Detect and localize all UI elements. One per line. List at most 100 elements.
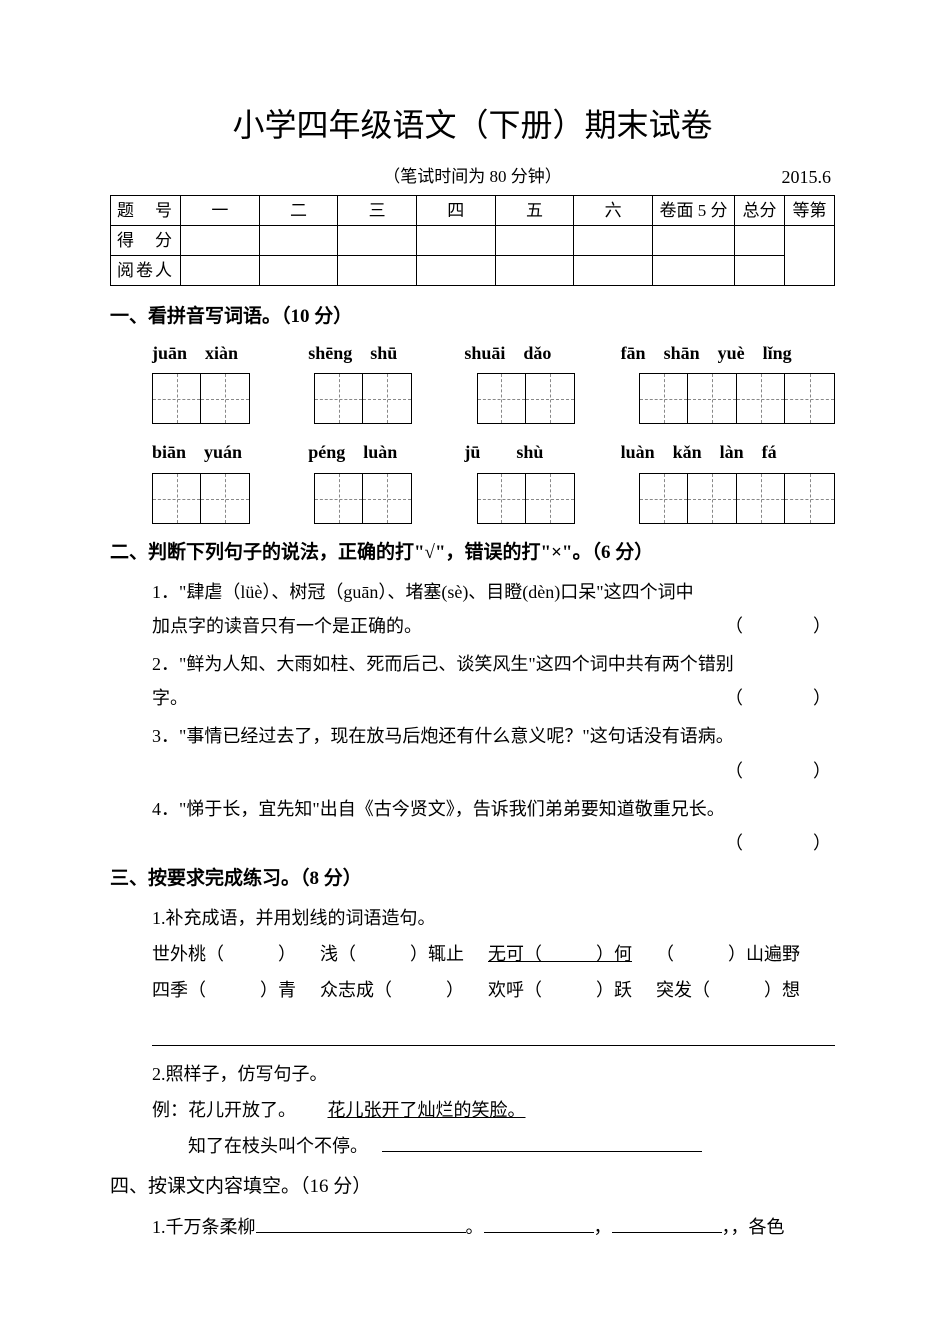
grader-label: 阅卷人 bbox=[111, 256, 181, 286]
idiom-blank[interactable]: 四季（ ）青 bbox=[152, 972, 296, 1008]
th-bonus: 卷面 5 分 bbox=[653, 196, 735, 226]
answer-blank[interactable]: （ ） bbox=[725, 826, 835, 860]
th-total: 总分 bbox=[735, 196, 785, 226]
q-text: 加点字的读音只有一个是正确的。 bbox=[152, 616, 422, 636]
q-text: 1．"肆虐（lüè）、树冠（guān）、堵塞(sè)、目瞪(dèn)口呆"这四个… bbox=[152, 582, 694, 602]
sub-3-2-example: 例：花儿开放了。 花儿张开了灿烂的笑脸。 bbox=[152, 1092, 835, 1128]
sub-3-1-title: 1.补充成语，并用划线的词语造句。 bbox=[152, 900, 835, 936]
idiom-blank[interactable]: 突发（ ）想 bbox=[656, 972, 800, 1008]
idiom-blank[interactable]: （ ）山遍野 bbox=[656, 936, 800, 972]
answer-blank[interactable]: （ ） bbox=[725, 681, 835, 715]
idiom-blank[interactable]: 欢呼（ ）跃 bbox=[488, 972, 632, 1008]
exam-date: 2015.6 bbox=[782, 163, 832, 192]
q-text: 1.千万条柔柳 bbox=[152, 1217, 256, 1237]
idiom-blank[interactable]: 世外桃（ ） bbox=[152, 936, 296, 972]
score-cell[interactable] bbox=[259, 226, 338, 256]
grader-cell[interactable] bbox=[259, 256, 338, 286]
answer-blank-line[interactable] bbox=[484, 1232, 594, 1233]
score-cell[interactable] bbox=[338, 226, 417, 256]
question-2-1: 1．"肆虐（lüè）、树冠（guān）、堵塞(sè)、目瞪(dèn)口呆"这四个… bbox=[152, 575, 835, 643]
sub-3-2-question: 知了在枝头叫个不停。 bbox=[152, 1128, 835, 1164]
q-text: 字。 bbox=[152, 688, 188, 708]
grader-cell[interactable] bbox=[735, 256, 785, 286]
char-box-group[interactable] bbox=[477, 373, 575, 424]
grader-cell[interactable] bbox=[338, 256, 417, 286]
score-cell[interactable] bbox=[735, 226, 785, 256]
question-2-3: 3．"事情已经过去了，现在放马后炮还有什么意义呢？"这句话没有语病。 （ ） bbox=[152, 719, 835, 787]
char-box-group[interactable] bbox=[477, 473, 575, 524]
grader-cell[interactable] bbox=[181, 256, 260, 286]
exam-duration: （笔试时间为 80 分钟） bbox=[383, 163, 562, 190]
char-box-group[interactable] bbox=[314, 473, 412, 524]
char-box-group[interactable] bbox=[152, 373, 250, 424]
answer-blank-line[interactable] bbox=[256, 1232, 466, 1233]
idiom-blank[interactable]: 浅（ ）辄止 bbox=[320, 936, 464, 972]
q-text: ，各色 bbox=[731, 1217, 785, 1237]
th-grade: 等第 bbox=[785, 196, 835, 226]
page-title: 小学四年级语文（下册）期末试卷 bbox=[110, 100, 835, 151]
th-label: 题 号 bbox=[111, 196, 181, 226]
table-grader-row: 阅卷人 bbox=[111, 256, 835, 286]
idiom-blank[interactable]: 众志成（ ） bbox=[320, 972, 464, 1008]
char-box-group[interactable] bbox=[639, 473, 835, 524]
example-label: 例：花儿开放了。 bbox=[152, 1100, 287, 1120]
answer-blank-line[interactable] bbox=[382, 1151, 702, 1152]
section-3-header: 三、按要求完成练习。（8 分） bbox=[110, 864, 835, 894]
grader-cell[interactable] bbox=[416, 256, 495, 286]
th-3: 三 bbox=[338, 196, 417, 226]
answer-blank[interactable]: （ ） bbox=[725, 754, 835, 788]
pinyin-label: luàn kǎn làn fá bbox=[621, 438, 835, 467]
pinyin-label: shēng shū bbox=[308, 339, 454, 368]
score-cell[interactable] bbox=[495, 226, 574, 256]
th-6: 六 bbox=[574, 196, 653, 226]
answer-blank[interactable]: （ ） bbox=[725, 609, 835, 643]
pinyin-label: biān yuán bbox=[152, 438, 298, 467]
th-5: 五 bbox=[495, 196, 574, 226]
th-2: 二 bbox=[259, 196, 338, 226]
section-4-header: 四、按课文内容填空。（16 分） bbox=[110, 1172, 835, 1202]
question-4-1: 1.千万条柔柳。，，，各色 bbox=[152, 1209, 835, 1245]
q-text: 4．"悌于长，宜先知"出自《古今贤文》，告诉我们弟弟要知道敬重兄长。 bbox=[152, 799, 725, 819]
th-4: 四 bbox=[416, 196, 495, 226]
char-box-group[interactable] bbox=[314, 373, 412, 424]
pinyin-label: juān xiàn bbox=[152, 339, 298, 368]
pinyin-label: péng luàn bbox=[308, 438, 454, 467]
punct: ， bbox=[722, 1217, 731, 1237]
subtitle-row: （笔试时间为 80 分钟） 2015.6 bbox=[110, 163, 835, 189]
idiom-row-2: 四季（ ）青 众志成（ ） 欢呼（ ）跃 突发（ ）想 bbox=[152, 972, 835, 1008]
table-score-row: 得 分 bbox=[111, 226, 835, 256]
answer-blank-line[interactable] bbox=[612, 1232, 722, 1233]
score-cell[interactable] bbox=[574, 226, 653, 256]
punct: ， bbox=[594, 1217, 612, 1237]
pinyin-row-2: biān yuán péng luàn jū shù luàn kǎn làn … bbox=[152, 438, 835, 467]
pinyin-row-1: juān xiàn shēng shū shuāi dǎo fān shān y… bbox=[152, 339, 835, 368]
grader-cell[interactable] bbox=[653, 256, 735, 286]
pinyin-label: shuāi dǎo bbox=[464, 339, 610, 368]
question-2-2: 2．"鲜为人知、大雨如柱、死而后己、谈笑风生"这四个词中共有两个错别 字。 （ … bbox=[152, 647, 835, 715]
score-cell[interactable] bbox=[181, 226, 260, 256]
section-1-header: 一、看拼音写词语。（10 分） bbox=[110, 302, 835, 332]
section-2-questions: 1．"肆虐（lüè）、树冠（guān）、堵塞(sè)、目瞪(dèn)口呆"这四个… bbox=[152, 575, 835, 861]
char-box-row-1 bbox=[152, 373, 835, 424]
char-box-group[interactable] bbox=[152, 473, 250, 524]
pinyin-label: jū shù bbox=[464, 438, 610, 467]
score-table: 题 号 一 二 三 四 五 六 卷面 5 分 总分 等第 得 分 阅卷人 bbox=[110, 195, 835, 286]
score-label: 得 分 bbox=[111, 226, 181, 256]
score-cell[interactable] bbox=[785, 226, 835, 286]
char-box-group[interactable] bbox=[639, 373, 835, 424]
idiom-blank-underlined[interactable]: 无可（ ）何 bbox=[488, 936, 632, 972]
th-1: 一 bbox=[181, 196, 260, 226]
table-header-row: 题 号 一 二 三 四 五 六 卷面 5 分 总分 等第 bbox=[111, 196, 835, 226]
score-cell[interactable] bbox=[653, 226, 735, 256]
sentence-blank-line[interactable] bbox=[152, 1018, 835, 1046]
q-text: 知了在枝头叫个不停。 bbox=[188, 1136, 359, 1156]
score-cell[interactable] bbox=[416, 226, 495, 256]
sub-3-2-title: 2.照样子，仿写句子。 bbox=[152, 1056, 835, 1092]
grader-cell[interactable] bbox=[574, 256, 653, 286]
pinyin-label: fān shān yuè lǐng bbox=[621, 339, 835, 368]
section-2-header: 二、判断下列句子的说法，正确的打"√"，错误的打"×"。（6 分） bbox=[110, 538, 835, 568]
grader-cell[interactable] bbox=[495, 256, 574, 286]
example-answer: 花儿张开了灿烂的笑脸。 bbox=[328, 1100, 526, 1120]
char-box-row-2 bbox=[152, 473, 835, 524]
idiom-row-1: 世外桃（ ） 浅（ ）辄止 无可（ ）何 （ ）山遍野 bbox=[152, 936, 835, 972]
